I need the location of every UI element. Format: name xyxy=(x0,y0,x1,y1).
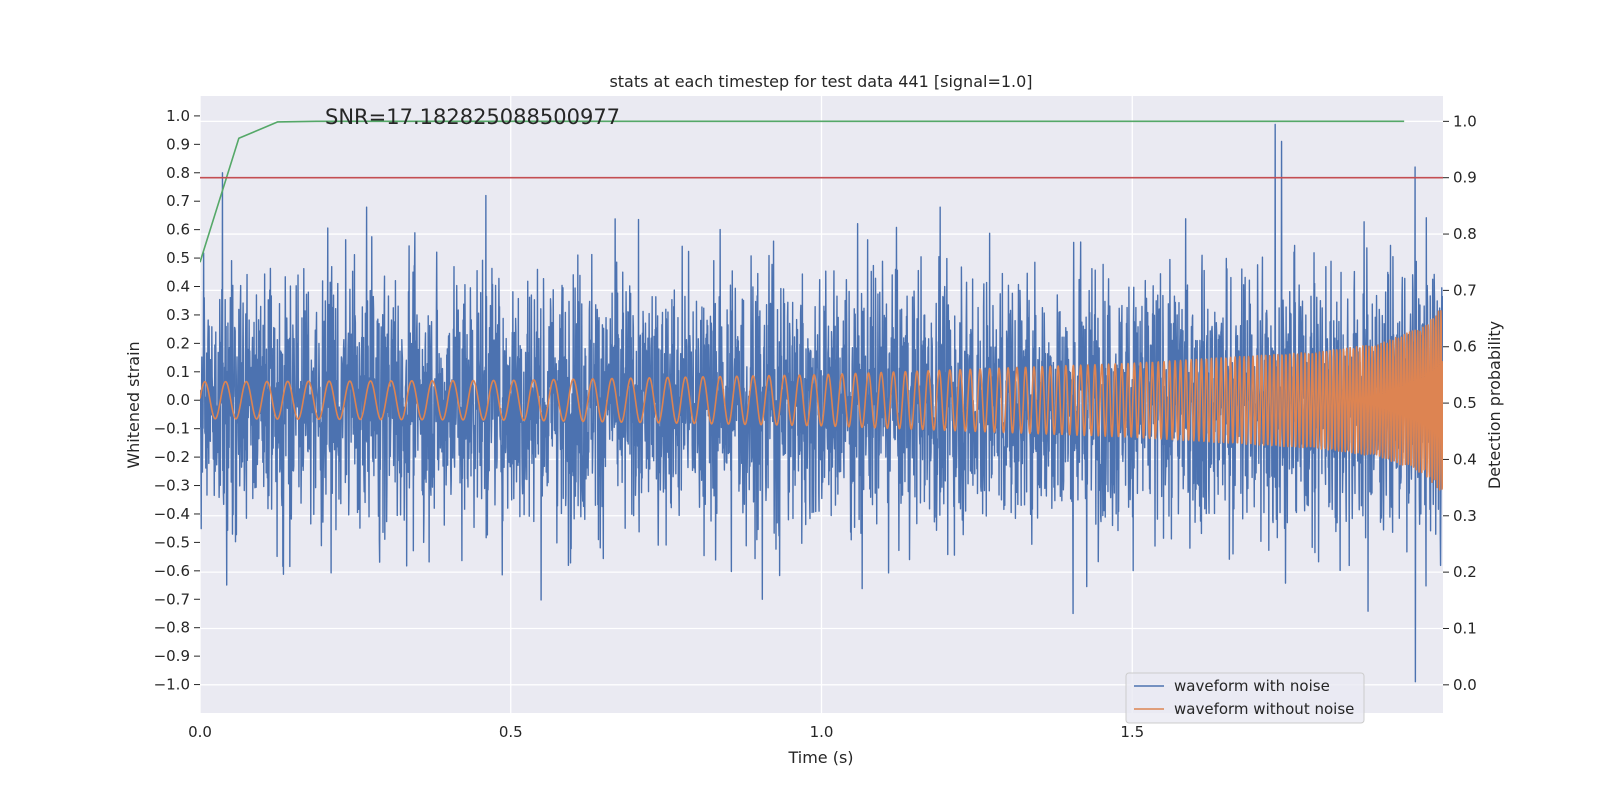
series-line-waveform-without-noise xyxy=(200,309,1443,491)
y-left-tick-label: 0.5 xyxy=(166,249,190,267)
ticks: 0.0 0.5 1.0 1.5 −1.0 −0.9 −0.8 −0.7 −0.6 −0.5 −0.4… xyxy=(154,107,1477,741)
y-right-tick-label: 0.1 xyxy=(1453,619,1477,637)
y-left-tick-label: −0.9 xyxy=(154,647,190,665)
y-right-tick-label: 0.9 xyxy=(1453,169,1477,187)
y-left-tick-label: 0.6 xyxy=(166,221,190,239)
y-left-tick-label: 0.0 xyxy=(166,391,190,409)
y-left-tick-label: −1.0 xyxy=(154,676,190,694)
y-right-tick-label: 0.4 xyxy=(1453,450,1477,468)
y-left-tick-label: −0.2 xyxy=(154,448,190,466)
x-axis-label: Time (s) xyxy=(787,748,853,767)
legend: waveform with noise waveform without noi… xyxy=(1125,672,1365,724)
series-line-detection-probability xyxy=(200,120,1405,263)
y-right-tick-label: 0.3 xyxy=(1453,507,1477,525)
y-left-tick-label: −0.7 xyxy=(154,590,190,608)
legend-label-clean: waveform without noise xyxy=(1174,700,1354,718)
y-right-tick-label: 0.5 xyxy=(1453,394,1477,412)
y-right-tick-label: 0.8 xyxy=(1453,225,1477,243)
y-left-tick-label: −0.8 xyxy=(154,619,190,637)
legend-box xyxy=(1125,672,1365,724)
y-left-tick-label: −0.6 xyxy=(154,562,190,580)
chart-title: stats at each timestep for test data 441… xyxy=(609,72,1032,91)
x-tick-label: 0.0 xyxy=(188,723,212,741)
y-left-tick-label: 0.8 xyxy=(166,164,190,182)
legend-label-noise: waveform with noise xyxy=(1174,677,1330,695)
snr-annotation: SNR=17.182825088500977 xyxy=(325,105,620,129)
y-left-tick-label: 0.3 xyxy=(166,306,190,324)
y-right-tick-label: 0.6 xyxy=(1453,338,1477,356)
y-right-tick-label: 0.0 xyxy=(1453,676,1477,694)
y-axis-label-left: Whitened strain xyxy=(124,341,143,468)
y-left-tick-label: 0.4 xyxy=(166,278,190,296)
y-left-tick-label: 0.7 xyxy=(166,192,190,210)
y-right-tick-label: 0.7 xyxy=(1453,281,1477,299)
y-left-tick-label: 1.0 xyxy=(166,107,190,125)
x-tick-label: 0.5 xyxy=(499,723,523,741)
y-axis-label-right: Detection probability xyxy=(1485,321,1504,489)
y-left-tick-label: 0.2 xyxy=(166,334,190,352)
y-left-tick-label: −0.1 xyxy=(154,420,190,438)
y-left-tick-label: 0.1 xyxy=(166,363,190,381)
y-left-tick-label: 0.9 xyxy=(166,135,190,153)
y-right-tick-label: 0.2 xyxy=(1453,563,1477,581)
y-right-tick-label: 1.0 xyxy=(1453,112,1477,130)
y-left-tick-label: −0.5 xyxy=(154,533,190,551)
x-tick-label: 1.0 xyxy=(810,723,834,741)
y-left-tick-label: −0.4 xyxy=(154,505,190,523)
y-left-tick-label: −0.3 xyxy=(154,477,190,495)
data-layer xyxy=(200,120,1443,683)
x-tick-label: 1.5 xyxy=(1120,723,1144,741)
